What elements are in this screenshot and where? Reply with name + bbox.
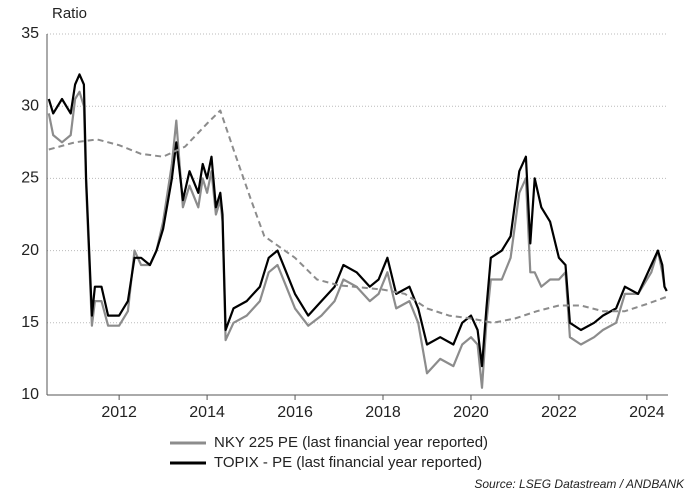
x-tick-label: 2016 bbox=[277, 404, 313, 421]
x-tick-label: 2020 bbox=[453, 404, 489, 421]
x-tick-label: 2022 bbox=[541, 404, 577, 421]
y-tick-label: 30 bbox=[21, 97, 39, 114]
x-tick-label: 2018 bbox=[365, 404, 401, 421]
y-tick-label: 20 bbox=[21, 242, 39, 259]
legend-label: TOPIX - PE (last financial year reported… bbox=[214, 454, 482, 471]
x-tick-label: 2014 bbox=[189, 404, 225, 421]
source: Source: LSEG Datastream / ANDBANK bbox=[474, 477, 685, 491]
y-tick-label: 35 bbox=[21, 25, 39, 42]
x-tick-label: 2012 bbox=[101, 404, 137, 421]
series-line bbox=[47, 73, 668, 368]
y-tick-label: 25 bbox=[21, 170, 39, 187]
series-line bbox=[47, 90, 668, 389]
x-tick-label: 2024 bbox=[629, 404, 665, 421]
series-line bbox=[48, 109, 668, 324]
y-axis-label: Ratio bbox=[52, 5, 87, 22]
y-tick-label: 15 bbox=[21, 314, 39, 331]
legend-label: NKY 225 PE (last financial year reported… bbox=[214, 434, 488, 451]
y-tick-label: 10 bbox=[21, 386, 39, 403]
